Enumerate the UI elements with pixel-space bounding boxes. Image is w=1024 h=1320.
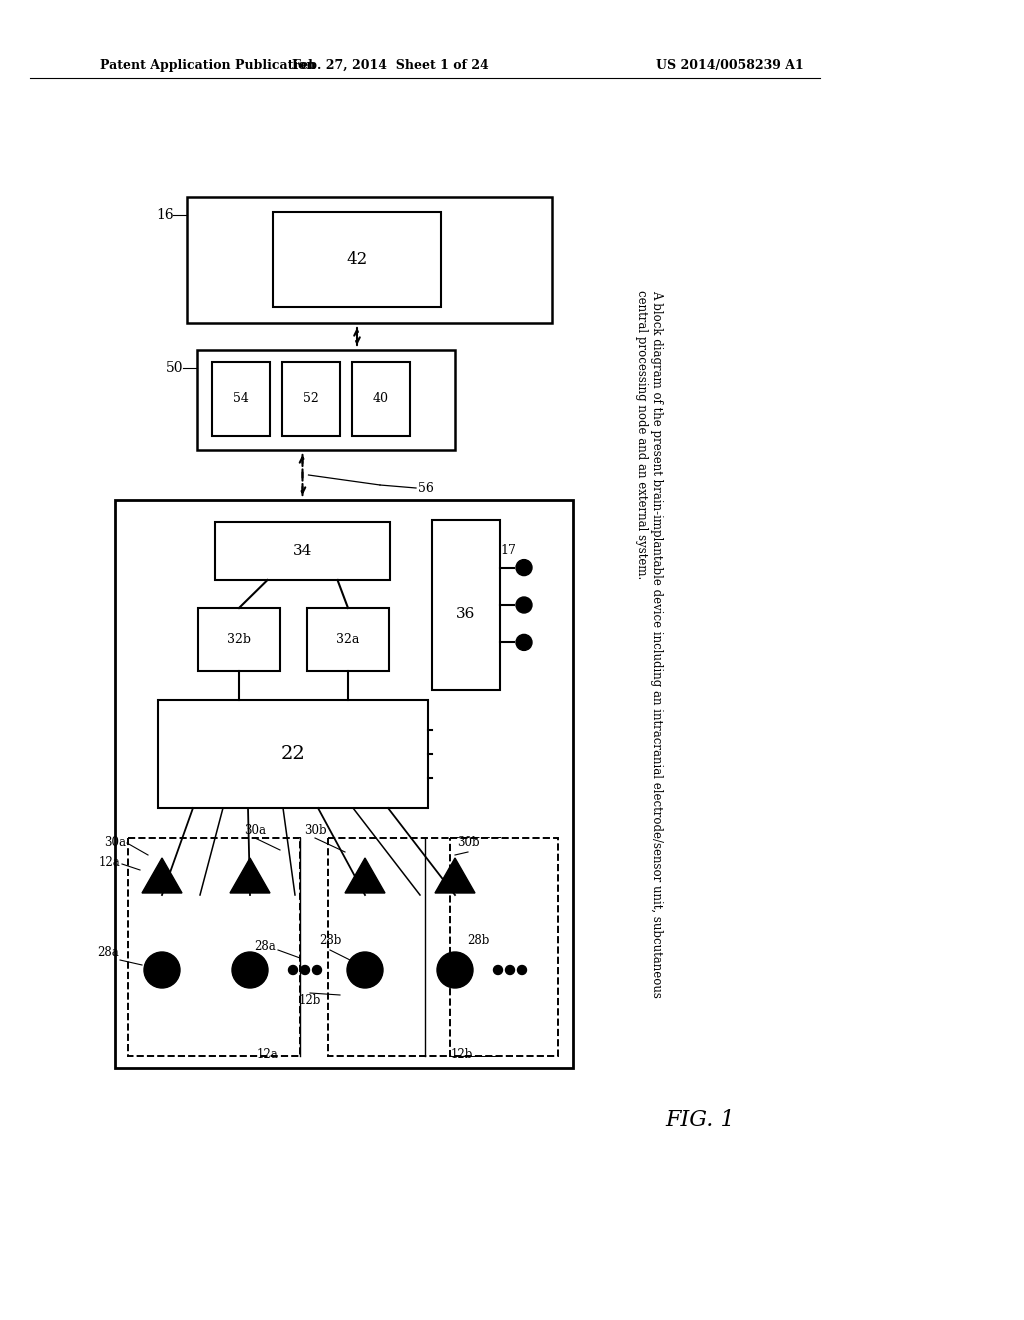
Polygon shape [230,858,270,894]
Text: US 2014/0058239 A1: US 2014/0058239 A1 [656,58,804,71]
Bar [307,609,389,671]
Text: Feb. 27, 2014  Sheet 1 of 24: Feb. 27, 2014 Sheet 1 of 24 [292,58,488,71]
Text: 52: 52 [303,392,318,405]
Bar [198,609,280,671]
Bar [273,213,441,308]
Circle shape [312,965,322,974]
Bar [432,520,500,690]
Circle shape [289,965,298,974]
Bar [450,838,558,1056]
Text: 30b: 30b [457,837,479,850]
Circle shape [437,952,473,987]
Bar [212,362,270,436]
Bar [158,700,428,808]
Text: 28a: 28a [254,940,275,953]
Polygon shape [345,858,385,894]
Circle shape [232,952,268,987]
Text: 12b: 12b [299,994,322,1006]
Circle shape [516,635,532,651]
Bar [187,197,552,323]
Text: 28a: 28a [97,945,119,958]
Bar [215,521,390,579]
Text: 32a: 32a [336,634,359,645]
Circle shape [516,597,532,612]
Text: 54: 54 [233,392,249,405]
Text: 30b: 30b [304,824,327,837]
Bar [328,838,500,1056]
Circle shape [494,965,503,974]
Text: 40: 40 [373,392,389,405]
Text: 17: 17 [500,544,516,557]
Text: A block diagram of the present brain-implantable device including an intracrania: A block diagram of the present brain-imp… [635,290,663,998]
Text: 28b: 28b [467,933,489,946]
Text: 22: 22 [281,744,305,763]
Circle shape [347,952,383,987]
Text: 16: 16 [157,209,174,222]
Text: FIG. 1: FIG. 1 [666,1109,735,1131]
Bar [197,350,455,450]
Circle shape [506,965,514,974]
Text: 12b: 12b [451,1048,473,1061]
Text: 50: 50 [166,360,183,375]
Text: 30a: 30a [104,837,126,850]
Text: 36: 36 [457,606,476,620]
Polygon shape [435,858,475,894]
Bar [282,362,340,436]
Text: 12a: 12a [257,1048,279,1061]
Polygon shape [142,858,182,894]
Text: 28b: 28b [318,933,341,946]
Text: Patent Application Publication: Patent Application Publication [100,58,315,71]
Bar [352,362,410,436]
Bar [128,838,300,1056]
Circle shape [516,560,532,576]
Text: 30a: 30a [244,824,266,837]
Text: 56: 56 [418,482,434,495]
Circle shape [144,952,180,987]
Bar [115,500,573,1068]
Circle shape [300,965,309,974]
Text: 12a: 12a [99,855,121,869]
Text: 42: 42 [346,251,368,268]
Text: 34: 34 [293,544,312,558]
Text: 32b: 32b [227,634,251,645]
Circle shape [517,965,526,974]
